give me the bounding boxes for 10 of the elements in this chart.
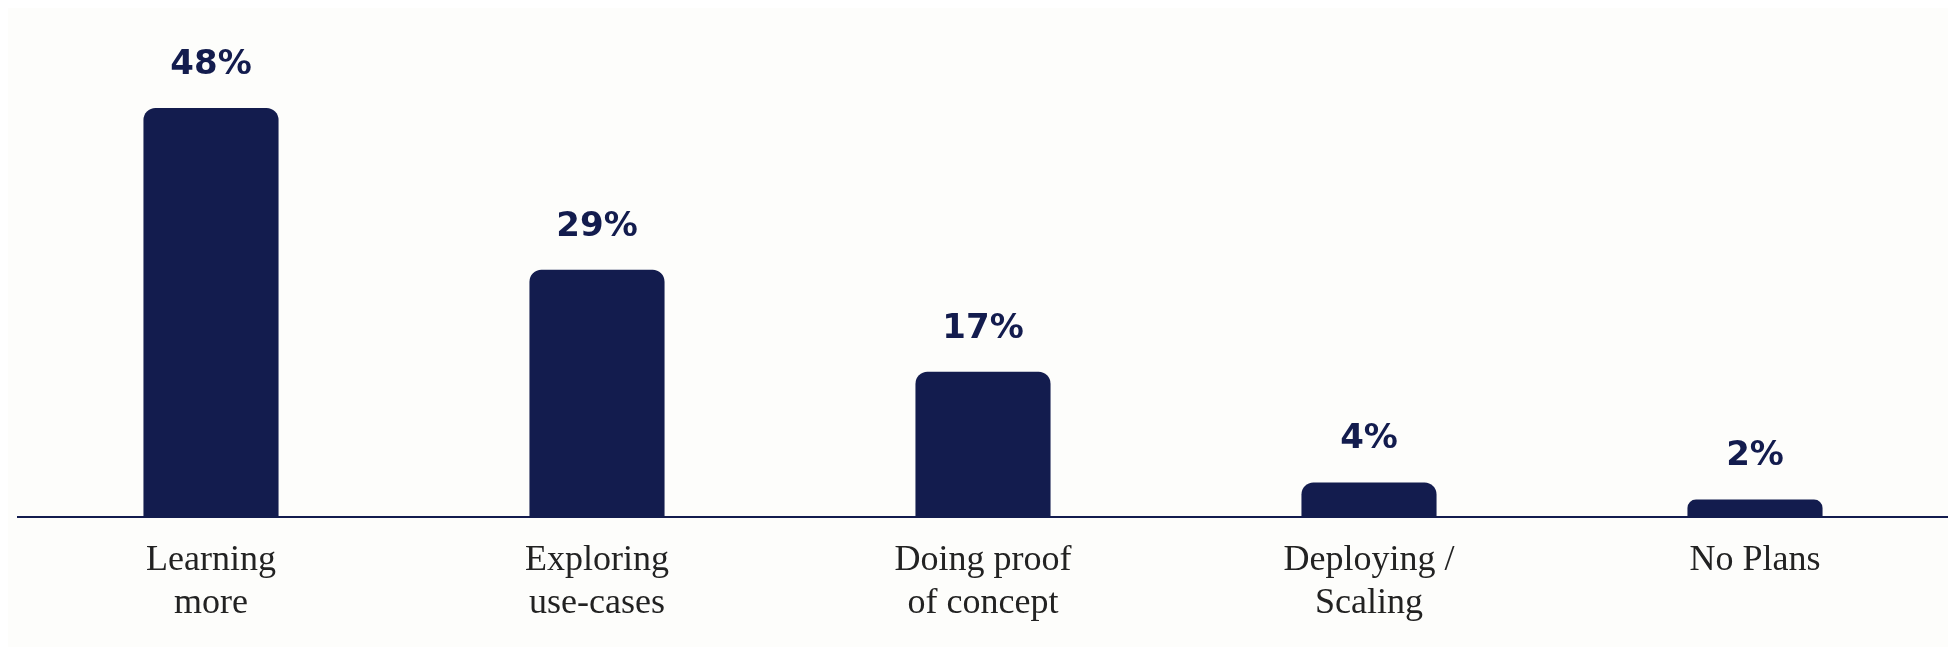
data-label: 29% xyxy=(556,203,638,244)
x-tick-label: Exploring use-cases xyxy=(525,537,669,621)
data-label: 17% xyxy=(942,305,1024,346)
data-label: 4% xyxy=(1340,416,1398,457)
data-label: 2% xyxy=(1726,433,1784,474)
x-tick-label: Doing proof of concept xyxy=(894,537,1072,621)
x-tick-label: Learning more xyxy=(146,537,276,621)
data-label: 48% xyxy=(170,41,252,82)
x-tick-label: Deploying / Scaling xyxy=(1283,537,1455,621)
x-tick-label: No Plans xyxy=(1689,537,1821,578)
